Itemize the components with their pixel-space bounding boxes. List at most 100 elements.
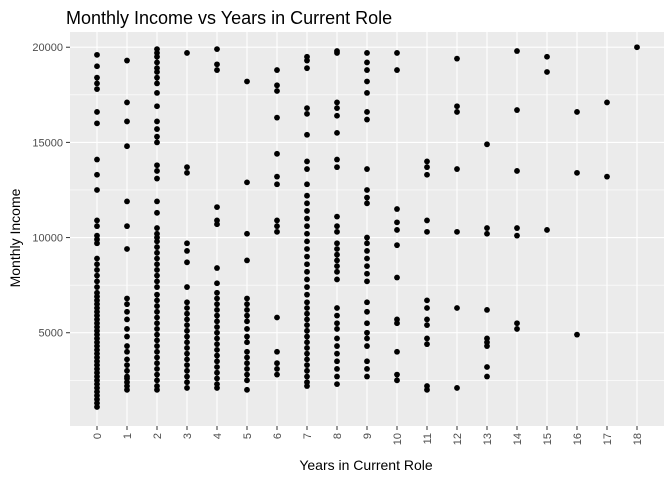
data-point [214,265,220,271]
data-point [334,350,340,357]
data-point [94,171,100,178]
data-point [154,261,160,268]
data-point [244,377,250,384]
data-point [184,367,190,374]
data-point [214,364,220,370]
data-point [424,164,430,171]
data-point [364,234,370,241]
x-tick-label: 18 [632,433,644,445]
y-tick-label: 15000 [32,137,63,149]
data-point [424,228,430,235]
data-point [154,244,160,250]
data-point [304,105,310,112]
data-point [244,306,250,313]
data-point [124,118,130,125]
y-tick-label: 5000 [39,328,63,340]
data-point [574,331,580,338]
data-point [154,331,160,338]
data-point [154,320,160,327]
data-point [604,173,610,180]
data-point [214,204,220,211]
data-point [334,320,340,327]
data-point [214,221,220,228]
data-point [304,299,310,306]
data-point [304,246,310,252]
data-point [154,133,160,140]
data-point [184,284,190,290]
data-point [214,318,220,325]
data-point [394,377,400,384]
data-point [424,386,430,393]
data-point [304,230,310,237]
data-point [154,139,160,146]
data-point [454,109,460,115]
data-point [334,358,340,365]
data-point [244,360,250,367]
data-point [304,65,310,72]
data-point [94,109,100,115]
data-point [184,373,190,380]
data-point [484,230,490,237]
data-point [94,278,100,285]
data-point [274,88,280,94]
data-point [214,312,220,319]
data-point [304,333,310,340]
data-point [334,312,340,319]
data-point [214,375,220,382]
data-point [184,240,190,247]
data-point [304,57,310,64]
x-tick-label: 12 [452,433,464,445]
data-point [274,314,280,321]
data-point [484,373,490,380]
x-tick-label: 2 [152,433,164,439]
data-point [94,404,100,410]
data-point [364,90,370,96]
data-point [184,310,190,317]
data-point [334,246,340,252]
data-point [364,278,370,285]
data-point [94,284,100,290]
data-point [214,295,220,302]
data-point [214,301,220,308]
data-point [334,326,340,332]
data-point [154,343,160,349]
data-point [334,263,340,270]
data-point [244,179,250,186]
data-point [334,276,340,283]
data-point [154,291,160,298]
data-point [454,166,460,172]
data-point [514,107,520,113]
data-point [424,316,430,323]
data-point [94,217,100,224]
data-point [184,259,190,266]
data-point [334,112,340,119]
data-point [454,305,460,311]
data-point [154,80,160,87]
x-tick-label: 8 [332,433,344,439]
data-point [304,305,310,311]
data-point [304,200,310,207]
data-point [184,385,190,391]
data-point [154,308,160,315]
data-point [304,356,310,363]
data-point [334,129,340,136]
data-point [184,316,190,323]
data-point [424,171,430,178]
data-point [154,365,160,372]
data-point [304,110,310,117]
x-tick-label: 9 [362,433,374,439]
data-point [154,175,160,182]
data-point [394,274,400,281]
data-point [244,318,250,325]
data-point [304,276,310,283]
x-axis-title: Years in Current Role [299,457,433,473]
data-point [214,335,220,342]
data-point [304,268,310,275]
data-point [154,354,160,361]
data-point [334,251,340,258]
data-point [154,284,160,290]
x-tick-label: 1 [122,433,134,439]
data-point [214,46,220,53]
data-point [184,299,190,306]
data-point [274,150,280,157]
